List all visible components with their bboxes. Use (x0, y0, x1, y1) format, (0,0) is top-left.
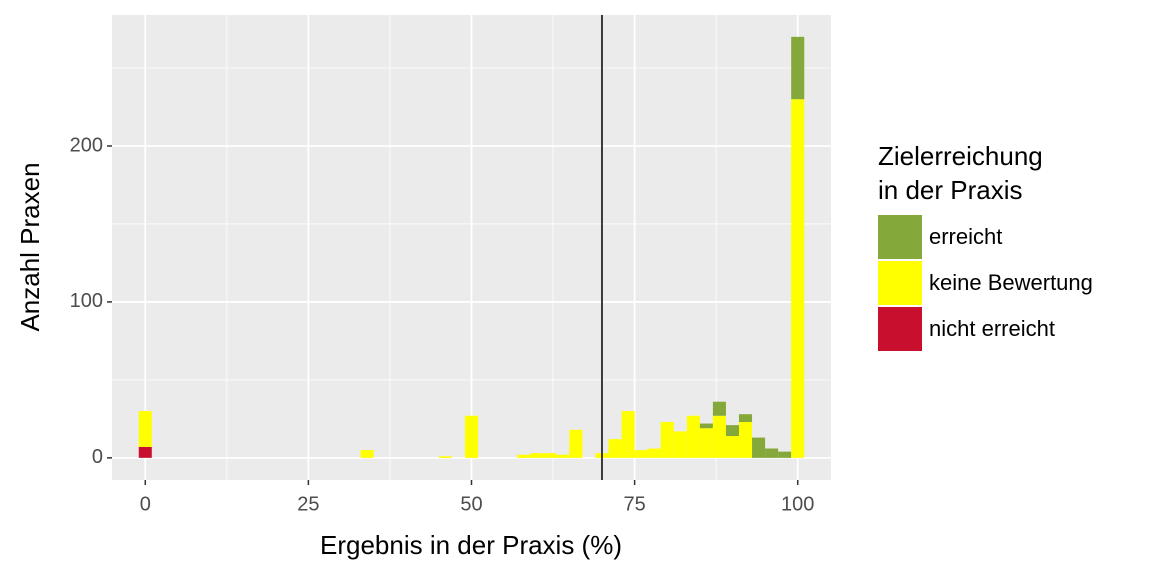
bar (752, 437, 766, 458)
legend-key (878, 261, 922, 305)
bar (778, 451, 792, 458)
bar (438, 456, 452, 458)
legend-label: erreicht (929, 224, 1002, 249)
bar (673, 431, 687, 458)
bar (660, 421, 674, 458)
legend-title: in der Praxis (878, 175, 1023, 205)
bar (647, 448, 661, 458)
bar (712, 401, 726, 416)
bar (543, 453, 557, 458)
bar (517, 454, 531, 458)
legend-label: nicht erreicht (929, 316, 1055, 341)
bar (569, 429, 583, 458)
y-tick-label: 200 (70, 134, 103, 156)
legend-label: keine Bewertung (929, 270, 1093, 295)
y-tick-label: 0 (92, 446, 103, 468)
bar (621, 411, 635, 458)
x-axis-title: Ergebnis in der Praxis (%) (320, 530, 622, 560)
bar (556, 454, 570, 458)
x-tick-label: 100 (781, 493, 814, 515)
bar (712, 415, 726, 458)
y-tick-label: 100 (70, 290, 103, 312)
x-tick-label: 25 (297, 493, 319, 515)
legend-title: Zielerreichung (878, 141, 1043, 171)
x-tick-label: 75 (623, 493, 645, 515)
y-axis-title: Anzahl Praxen (15, 162, 45, 331)
bar (608, 439, 622, 458)
legend-key (878, 215, 922, 259)
bar (634, 450, 648, 458)
bar (138, 446, 152, 458)
bar (739, 421, 753, 458)
bar (138, 411, 152, 447)
x-tick-label: 0 (140, 493, 151, 515)
bar (530, 453, 544, 458)
bar (725, 425, 740, 437)
bar (765, 448, 779, 458)
legend-key (878, 307, 922, 351)
bar (699, 423, 713, 429)
bar (686, 415, 700, 458)
bar (360, 450, 374, 458)
bar (725, 436, 740, 458)
x-tick-label: 50 (460, 493, 482, 515)
bar (699, 428, 713, 458)
bar (464, 415, 479, 458)
bar (739, 414, 753, 422)
bar (791, 99, 805, 458)
bar (791, 36, 805, 100)
